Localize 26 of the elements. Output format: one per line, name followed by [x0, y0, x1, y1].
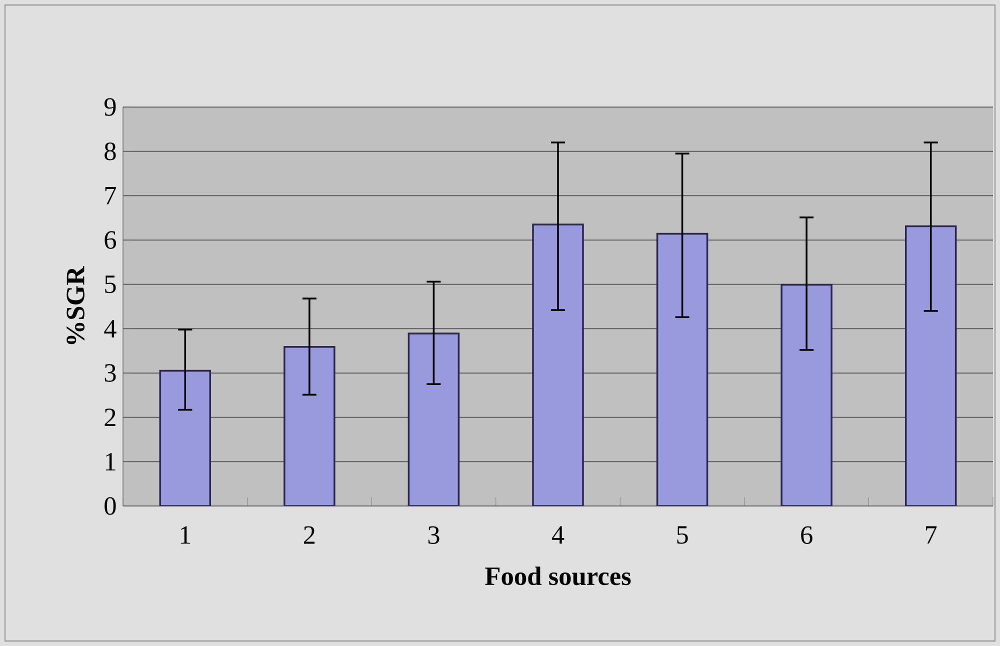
x-tick-label: 6: [801, 526, 812, 544]
bar: [904, 225, 957, 506]
bar: [532, 224, 584, 506]
y-tick-label: 1: [106, 452, 116, 470]
x-tick-label: 3: [428, 526, 440, 544]
x-axis-title: Food sources: [485, 566, 631, 586]
y-tick-label: 4: [104, 320, 116, 338]
x-tick-label: 1: [180, 526, 190, 544]
bar: [159, 370, 212, 506]
y-tick-label: 0: [104, 497, 116, 515]
x-tick-label: 7: [926, 526, 937, 544]
bar: [780, 284, 832, 506]
y-tick-label: 8: [104, 142, 116, 160]
y-tick-label: 7: [105, 187, 116, 204]
x-tick-label: 2: [304, 526, 315, 544]
bar: [284, 346, 336, 506]
x-tick-label: 4: [552, 526, 564, 544]
x-tick-label: 5: [677, 526, 688, 544]
bar: [408, 332, 460, 506]
y-tick-label: 5: [105, 276, 116, 294]
y-tick-label: 9: [104, 98, 116, 116]
y-tick-label: 3: [104, 364, 116, 382]
y-axis-title: %SGR: [66, 266, 85, 344]
y-tick-label: 6: [104, 231, 116, 249]
bar: [656, 232, 708, 506]
y-tick-label: 2: [104, 408, 116, 426]
